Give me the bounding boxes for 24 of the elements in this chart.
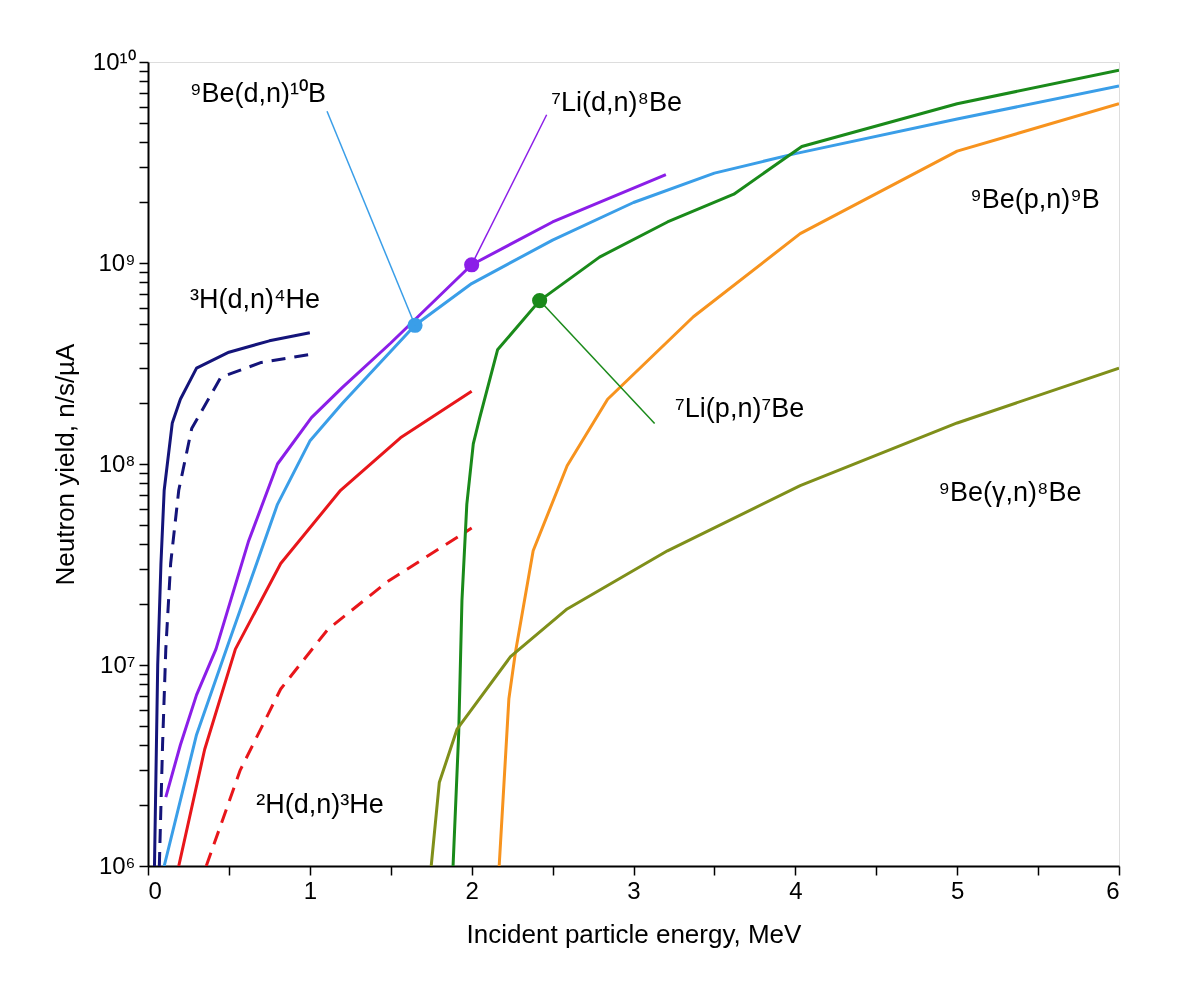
annotation: ³H(d,n)⁴He — [189, 284, 321, 314]
x-tick-label: 3 — [627, 876, 641, 904]
x-tick-label: 5 — [950, 876, 965, 904]
line-series — [177, 389, 474, 866]
annotation: ⁷Li(d,n)⁸Be — [551, 86, 683, 117]
line-series — [204, 526, 474, 866]
x-axis-title: Incident particle energy, MeV — [466, 918, 803, 949]
annotation: ⁷Li(p,n)⁷Be — [675, 392, 805, 423]
x-tick-label: 4 — [789, 876, 803, 904]
x-tick-label: 1 — [303, 876, 318, 904]
y-tick-label: 10⁶ — [98, 851, 136, 879]
annotation: ⁹Be(d,n)¹⁰B — [189, 78, 327, 109]
annotation: ⁹Be(p,n)⁹B — [970, 184, 1100, 214]
y-tick-label: 10¹⁰ — [92, 47, 136, 75]
line-series — [429, 366, 1119, 866]
y-tick-label: 10⁷ — [100, 650, 136, 678]
x-tick-label: 2 — [465, 876, 479, 904]
x-tick-label: 6 — [1106, 876, 1120, 904]
y-tick-label: 10⁹ — [98, 248, 136, 276]
y-axis-title: Neutron yield, n/s/µA — [49, 342, 80, 586]
x-tick-label: 0 — [148, 876, 162, 904]
annotation: ²H(d,n)³He — [256, 789, 384, 819]
y-tick-label: 10⁸ — [98, 449, 136, 477]
annotation: ⁹Be(γ,n)⁸Be — [938, 477, 1082, 507]
